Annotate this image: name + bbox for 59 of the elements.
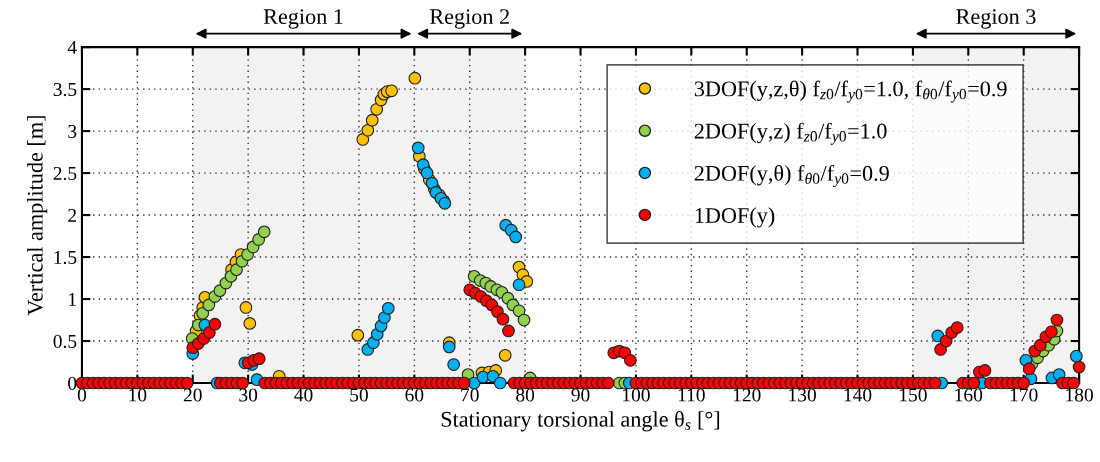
x-tick-label: 40: [294, 388, 313, 402]
x-tick-label: 170: [1010, 388, 1038, 402]
point: [1069, 349, 1083, 363]
y-tick-label: 1: [69, 292, 76, 306]
point: [351, 328, 365, 342]
x-tick-label: 130: [789, 388, 816, 402]
point: [411, 141, 425, 155]
x-tick-label: 180: [1066, 388, 1093, 402]
y-tick-label: 0.5: [53, 334, 77, 349]
x-tick-label: 10: [129, 388, 147, 402]
x-tick-label: 100: [623, 388, 650, 402]
y-axis-title: Vertical amplitude [m]: [27, 116, 48, 316]
point: [239, 301, 253, 314]
point: [365, 113, 379, 127]
band-label: Region 1: [263, 9, 343, 29]
point: [257, 225, 271, 239]
x-tick-label: 50: [350, 388, 368, 402]
point: [385, 84, 398, 98]
band-label: Region 2: [429, 9, 509, 29]
point: [509, 230, 523, 244]
point: [361, 123, 375, 137]
point: [381, 301, 395, 315]
x-tick-label: 120: [733, 388, 761, 402]
band-label: Region 3: [956, 9, 1036, 29]
point: [243, 317, 257, 330]
y-tick-label: 2.5: [53, 166, 77, 181]
point: [420, 166, 434, 180]
point: [512, 278, 526, 292]
legend-label: 1DOF(y): [695, 207, 775, 228]
point: [447, 358, 461, 371]
point: [408, 71, 422, 85]
x-tick-label: 80: [516, 388, 535, 402]
point: [442, 340, 456, 354]
x-tick-label: 60: [405, 388, 424, 402]
x-tick-label: 140: [844, 388, 872, 402]
x-tick-label: 0: [77, 388, 87, 402]
x-tick-label: 30: [239, 388, 258, 402]
y-tick-label: 0: [68, 376, 77, 390]
x-tick-label: 160: [955, 388, 983, 402]
x-tick-label: 20: [183, 388, 202, 402]
y-tick-label: 1.5: [54, 250, 77, 265]
legend-label: 2DOF(y,z) f$_{z0}$/f$_{y0}$=1.0: [694, 122, 887, 145]
x-tick-label: 70: [461, 388, 479, 402]
x-axis-title: Stationary torsional angle θ$_{s}$ [°]: [441, 411, 720, 432]
point: [517, 313, 531, 327]
text: 3DOF(y,z,θ) f$_{z0}$/f$_{y0}$=1.0, f$_{θ0}$/f$_{y0}$=0.9: [694, 80, 1007, 103]
point: [370, 102, 384, 116]
point: [512, 304, 526, 318]
point: [498, 348, 512, 362]
point: [493, 376, 507, 390]
point: [356, 133, 370, 146]
x-tick-label: 150: [900, 388, 927, 402]
y-tick-label: 3.5: [53, 82, 77, 97]
x-tick-label: 110: [678, 388, 705, 402]
x-tick-label: 90: [571, 388, 590, 402]
legend-label: 2DOF(y,θ) f$_{θ0}$/f$_{y0}$=0.9: [694, 164, 889, 188]
y-tick-label: 3: [68, 124, 77, 139]
y-tick-label: 4: [67, 41, 77, 54]
y-tick-label: 2: [68, 208, 77, 222]
